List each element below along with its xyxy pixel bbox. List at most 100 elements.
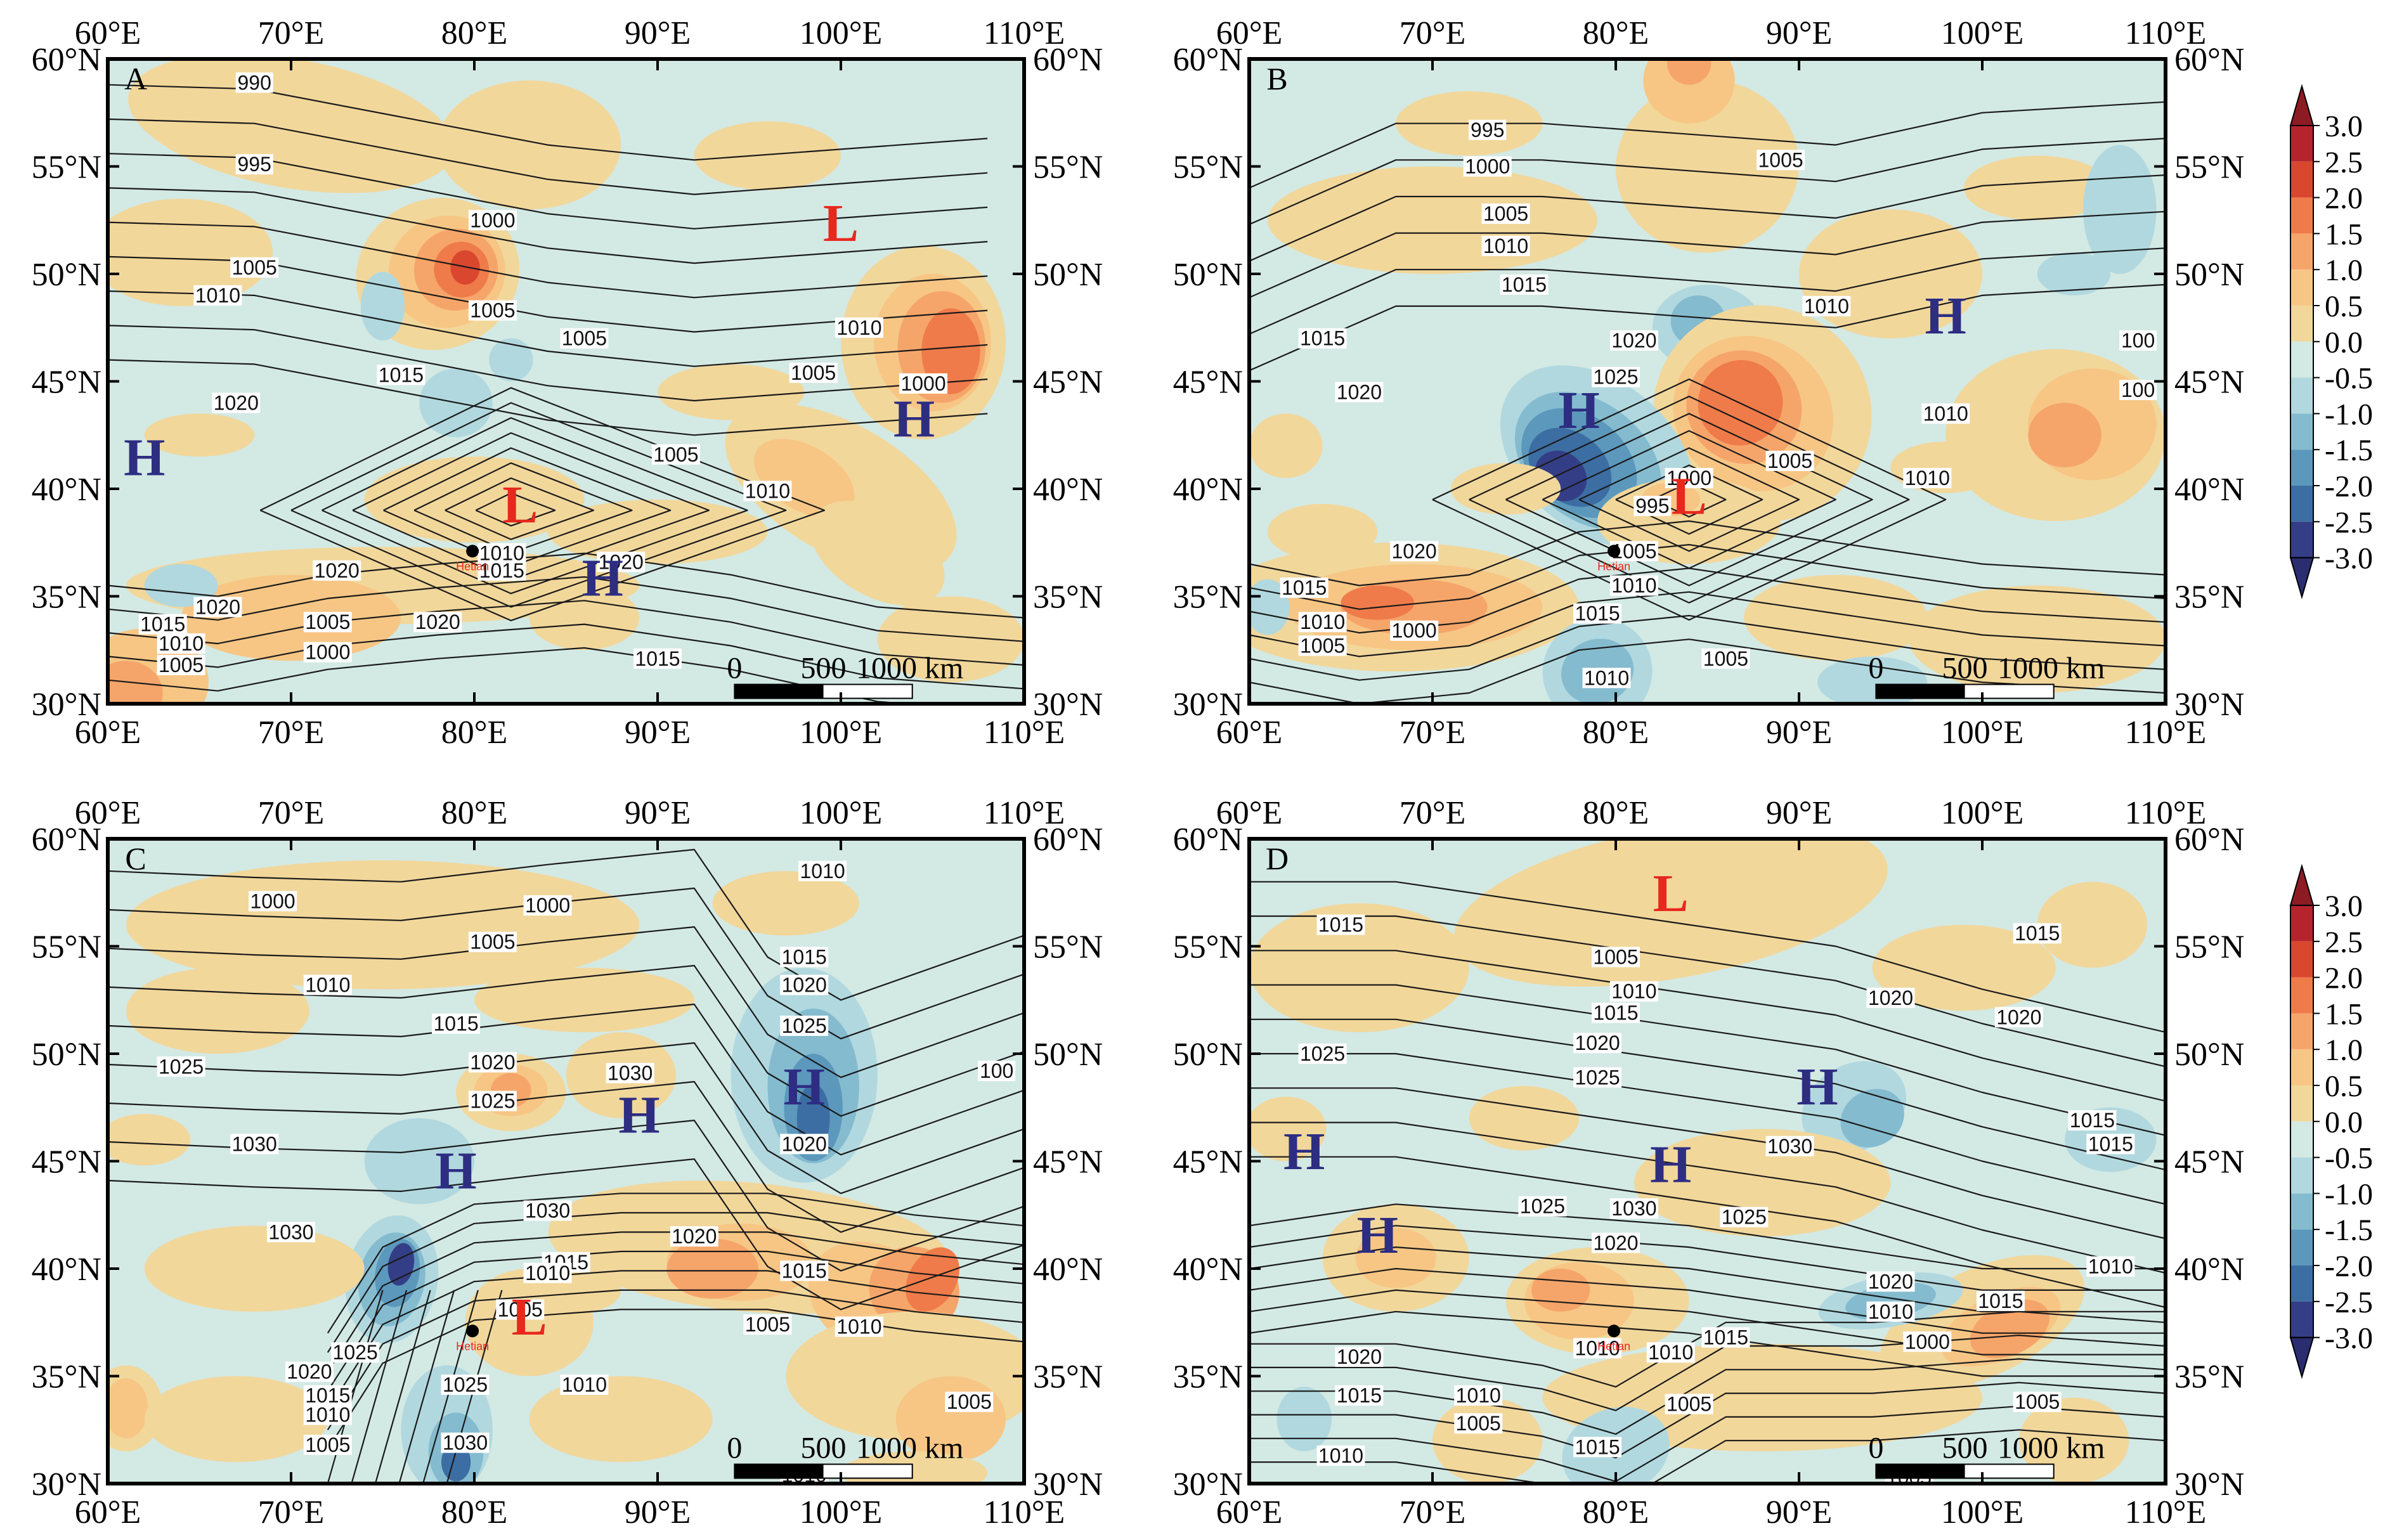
svg-text:1010: 1010 [1300,611,1345,633]
isobar-label: 1000 [303,641,352,664]
svg-text:100: 100 [980,1059,1013,1082]
isobar-line [1249,1335,2166,1411]
isobar-label: 1015 [377,363,425,386]
low-pressure-center: L [1672,467,1707,526]
isobar-line [352,432,710,581]
top-longitude-tick-label: 100°E [1941,795,2024,831]
left-latitude-tick-label: 40°N [1173,472,1243,508]
colorbar-tick-label: 3.0 [2325,110,2363,143]
top-longitude-tick-label: 90°E [1766,15,1833,51]
isobar-label: 1000 [1390,619,1439,642]
anomaly-patch [1744,574,1928,661]
svg-text:1020: 1020 [1337,380,1382,403]
svg-text:1010: 1010 [836,1316,881,1338]
isobar-label: 1020 [780,974,829,997]
right-latitude-tick-label: 60°N [1033,42,1103,78]
svg-text:1015: 1015 [1502,273,1547,296]
colorbar-min-extension [2289,557,2315,600]
right-latitude-tick-label: 35°N [1033,1359,1103,1395]
anomaly-patch [108,1378,148,1439]
isobar-line [1249,1203,2166,1270]
top-longitude-tick-label: 80°E [1583,15,1649,51]
colorbar-tick-label: 3.0 [2325,890,2363,923]
colorbar-tick-label: 2.5 [2325,146,2363,179]
isobar-label: 1005 [230,256,279,279]
isobar-line [1249,101,2166,189]
right-latitude-tick-label: 55°N [1033,150,1103,186]
isobar-label: 1015 [1298,327,1347,350]
bottom-longitude-tick-label: 70°E [258,715,325,751]
anomaly-patch [810,501,945,606]
colorbar-tick-label: -0.5 [2325,362,2373,396]
high-pressure-center: H [618,1085,659,1144]
isobar-line [108,926,1024,1078]
svg-text:1010: 1010 [800,860,845,883]
isobar-label: 1005 [468,931,517,954]
high-pressure-center: H [1357,1206,1398,1265]
colorbar-tick-label: 2.0 [2325,182,2363,216]
colorbar-segment [2290,1121,2313,1158]
isobar-label: 1020 [413,611,462,633]
svg-text:995: 995 [1471,119,1504,141]
svg-text:1005: 1005 [305,1433,350,1456]
isobar-label: 1005 [303,1433,352,1456]
top-longitude-tick-label: 80°E [441,15,508,51]
isobar-label: 1025 [157,1055,205,1078]
right-latitude-tick-label: 45°N [2174,365,2244,401]
anomaly-patch [1450,463,1561,515]
hetian-station-dot [466,545,479,558]
isobar-label: 1020 [597,550,646,573]
left-latitude-tick-label: 50°N [1173,1037,1243,1073]
colorbar-segment [2290,486,2313,522]
anomaly-patch [1249,903,1469,1033]
svg-text:1025: 1025 [333,1341,378,1364]
right-latitude-tick-label: 50°N [1033,1037,1103,1073]
svg-text:1030: 1030 [525,1199,570,1222]
isobar-line [327,1289,1024,1430]
colorbar-segment [2290,233,2313,270]
svg-text:1030: 1030 [1767,1135,1812,1158]
svg-text:1010: 1010 [305,1404,350,1427]
colorbar-tick-label: 2.5 [2325,926,2363,959]
isobar-line [1249,984,2166,1136]
low-pressure-center: L [1653,864,1689,923]
svg-text:1010: 1010 [1905,467,1950,489]
bottom-longitude-tick-label: 100°E [1941,715,2024,751]
left-latitude-tick-label: 50°N [1173,257,1243,293]
svg-text:1020: 1020 [1868,987,1913,1009]
scale-bar: 0 500 1000 km [727,651,963,699]
isobar-line [327,1231,1024,1373]
left-latitude-tick-label: 40°N [32,472,101,508]
isobar-line [1249,138,2166,226]
colorbar-tick-label: 2.0 [2325,962,2363,995]
svg-text:1005: 1005 [1483,202,1528,225]
isobar-line [1249,1087,2166,1239]
colorbar-tick-label: -2.0 [2325,1250,2373,1283]
colorbar-tick-label: -1.5 [2325,1213,2373,1247]
colorbar-tick-label: 1.0 [2325,1033,2363,1067]
left-latitude-tick-label: 55°N [1173,929,1243,966]
colorbar: 3.02.52.01.51.00.50.0-0.5-1.0-1.5-2.0-2.… [2289,864,2373,1380]
shaded-anomaly-field: 1000 100010051010101010151015102010251020… [108,839,1024,1484]
bottom-longitude-tick-label: 80°E [1583,715,1649,751]
right-latitude-tick-label: 40°N [2174,472,2244,508]
map-panel-a: 9909951000100510101005100510151020101010… [32,15,1103,751]
svg-text:995: 995 [238,153,271,176]
svg-text:1005: 1005 [947,1390,992,1413]
svg-text:1015: 1015 [1575,1435,1620,1458]
left-latitude-tick-label: 35°N [1173,1359,1243,1395]
isobar-line [327,1193,1024,1334]
isobar-line [374,1290,431,1484]
isobar-line [322,417,748,595]
isobar-label: 1010 [1866,1300,1915,1323]
svg-text:990: 990 [238,71,271,94]
isobar-label: 1005 [2013,1390,2062,1413]
anomaly-patch [2018,1397,2129,1484]
left-latitude-tick-label: 60°N [32,822,101,858]
scale-bar-label: 0 [727,651,742,685]
colorbars: 3.02.52.01.51.00.50.0-0.5-1.0-1.5-2.0-2.… [2289,84,2373,1380]
anomaly-patch [1634,1129,1891,1237]
isobar-line [108,848,1024,1001]
bottom-longitude-tick-label: 90°E [1766,1494,1833,1530]
svg-text:1025: 1025 [443,1373,488,1396]
